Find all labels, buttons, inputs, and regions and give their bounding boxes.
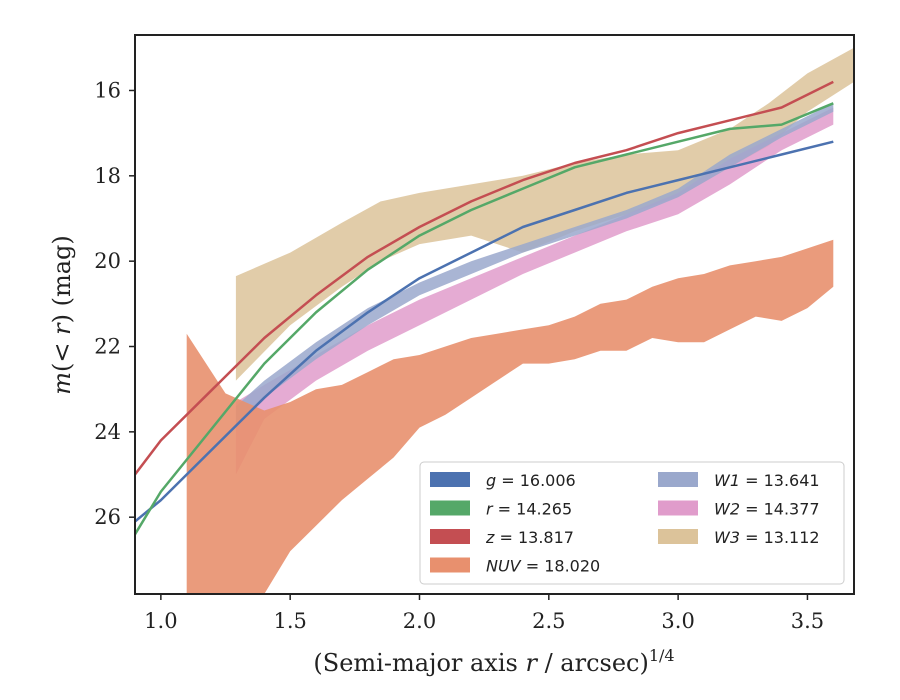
y-tick-label: 16	[94, 78, 121, 102]
y-tick-label: 20	[94, 249, 121, 273]
curve-g	[135, 140, 834, 523]
band-w2	[235, 107, 834, 475]
legend-swatch-r	[430, 500, 470, 516]
band-w1	[235, 103, 834, 424]
x-tick-label: 3.0	[661, 609, 694, 633]
plot-frame	[134, 34, 855, 595]
curve-z	[135, 80, 834, 476]
legend-swatch-z	[430, 529, 470, 544]
y-tick-label: 22	[94, 335, 121, 359]
plot-area	[135, 47, 854, 594]
legend-label-w2: W2 = 14.377	[714, 500, 820, 519]
x-axis-label: (Semi-major axis r / arcsec)1/4	[313, 646, 674, 677]
x-tick-label: 2.5	[532, 609, 565, 633]
legend-label-z: z = 13.817	[485, 528, 574, 547]
legend-swatch-w1	[658, 472, 698, 487]
band-nuv	[186, 239, 834, 594]
legend-swatch-nuv	[430, 557, 470, 573]
axis-ticks: 1.0 1.5 2.0 2.5 3.0 3.5 16 18 20 22 24 26	[94, 78, 824, 633]
legend-label-nuv: NUV = 18.020	[486, 557, 600, 576]
x-tick-label: 2.0	[403, 609, 436, 633]
legend-swatch-w2	[658, 500, 698, 516]
y-tick-label: 26	[94, 505, 121, 529]
y-tick-label: 18	[94, 164, 121, 188]
band-w3	[235, 47, 854, 381]
legend-label-g: g = 16.006	[486, 471, 576, 490]
legend-label-r: r = 14.265	[486, 500, 572, 519]
legend: g = 16.006 W1 = 13.641 r = 14.265 W2 = 14.3…	[419, 461, 845, 585]
legend-swatch-w3	[658, 529, 698, 544]
x-tick-label: 3.5	[791, 609, 824, 633]
x-tick-label: 1.0	[144, 609, 177, 633]
y-tick-label: 24	[94, 420, 121, 444]
legend-box	[419, 461, 845, 585]
legend-label-w3: W3 = 13.112	[714, 528, 820, 547]
legend-swatch-g	[430, 472, 470, 487]
y-axis-label: m(< r) (mag)	[48, 235, 76, 395]
x-tick-label: 1.5	[273, 609, 306, 633]
curve-r	[135, 102, 834, 535]
legend-label-w1: W1 = 13.641	[714, 471, 820, 490]
